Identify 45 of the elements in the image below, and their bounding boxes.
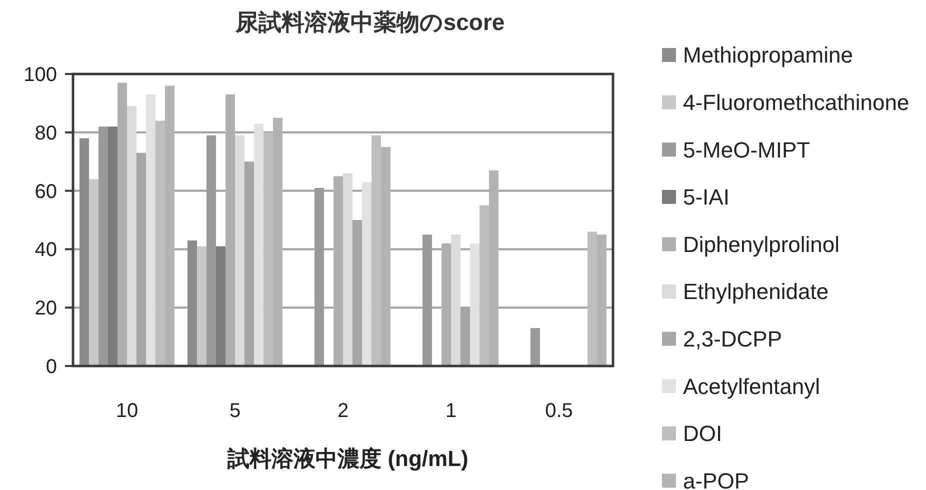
bar: [117, 82, 127, 366]
x-tick-label: 10: [116, 400, 138, 422]
y-tick-label: 20: [34, 298, 57, 320]
legend-label: Methiopropamine: [683, 42, 853, 68]
legend-label: Ethylphenidate: [683, 279, 829, 304]
bar: [235, 135, 245, 366]
legend-label: a-POP: [683, 468, 750, 490]
bar: [333, 176, 343, 366]
legend-label: 5-MeO-MIPT: [683, 137, 810, 162]
bar: [441, 243, 451, 366]
legend-label: 2,3-DCPP: [683, 326, 782, 352]
bar: [79, 138, 89, 366]
x-axis-title: 試料溶液中濃度 (ng/mL): [226, 446, 468, 471]
bar: [196, 246, 206, 366]
bar: [108, 126, 118, 366]
bar: [362, 182, 372, 366]
bar: [136, 152, 146, 366]
legend-label: DOI: [683, 421, 722, 446]
legend-label: Diphenylprolinol: [683, 232, 840, 257]
legend-label: Acetylfentanyl: [683, 374, 820, 399]
x-tick-label: 5: [229, 400, 241, 422]
bar: [225, 94, 235, 366]
bar: [127, 106, 137, 366]
bar: [451, 234, 461, 366]
y-tick-label: 0: [46, 356, 57, 378]
bar: [244, 162, 254, 366]
y-tick-label: 60: [34, 180, 57, 203]
bar: [187, 240, 197, 366]
bar: [216, 246, 226, 366]
x-tick-label: 0.5: [545, 400, 573, 422]
legend-label: 4-Fluoromethcathinone: [683, 90, 910, 115]
y-tick-label: 100: [24, 64, 57, 86]
bar: [88, 179, 98, 366]
x-tick-label: 1: [445, 400, 457, 422]
bar: [254, 124, 264, 366]
chart-title: 尿試料溶液中薬物のscore: [234, 9, 505, 35]
y-tick-label: 80: [34, 122, 57, 144]
legend-label: 5-IAI: [683, 184, 730, 210]
x-tick-label: 2: [337, 400, 349, 422]
y-tick-label: 40: [34, 239, 57, 262]
bar: [530, 328, 540, 366]
bar: [343, 173, 353, 366]
bar: [470, 243, 480, 366]
bar: [352, 220, 362, 366]
bar: [146, 94, 156, 366]
